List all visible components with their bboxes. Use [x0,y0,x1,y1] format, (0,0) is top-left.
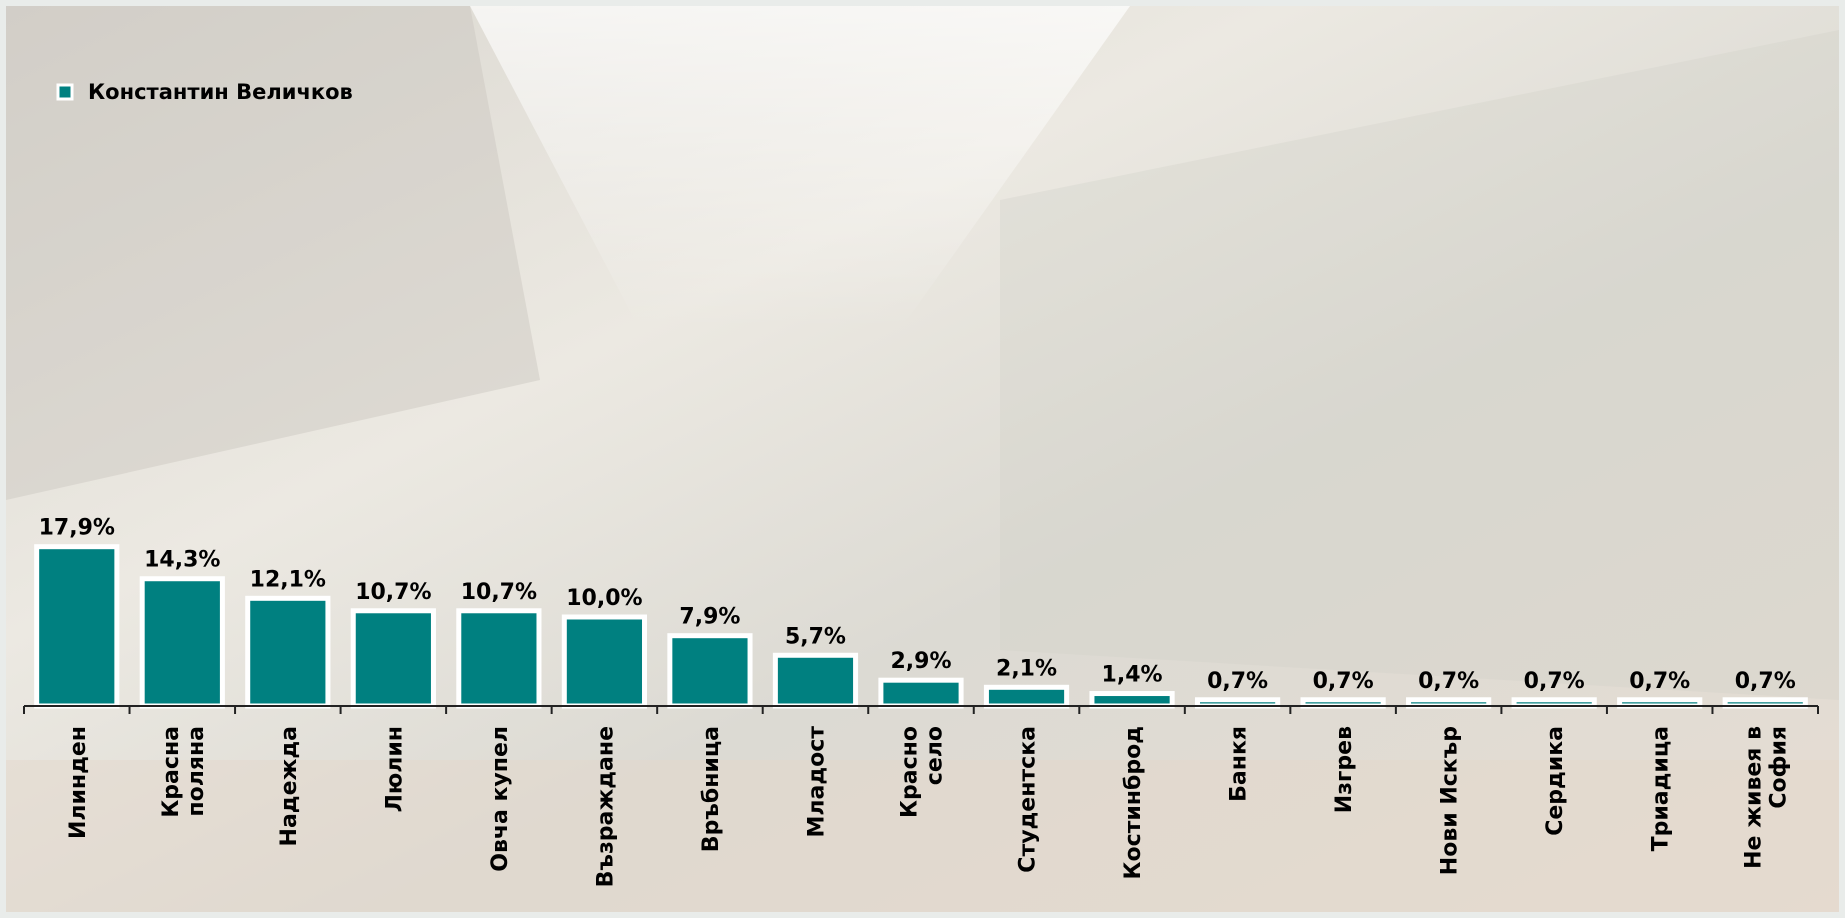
x-tick-label: Нови Искър [1438,726,1463,875]
x-tick-label-line: поляна [184,726,209,817]
x-tick-label: Илинден [66,726,91,839]
x-tick-label-line: Не живея в [1742,726,1767,869]
x-tick-label: Възраждане [593,726,618,887]
bar [561,614,648,709]
x-tick-label: Връбница [699,726,724,852]
x-tick-label: Триадица [1649,726,1674,851]
x-tick-label: Овча купел [488,726,513,872]
x-tick-label-line: София [1767,726,1792,809]
value-label: 10,7% [355,580,431,605]
x-tick-label-line: село [923,726,948,785]
legend-label: Константин Величков [88,80,353,104]
value-label: 17,9% [39,516,115,541]
value-label: 1,4% [1102,663,1163,688]
plot-area: Константин Величков 17,9% 14,3% 12,1% 10,7% 1… [23,80,1819,887]
x-tick-label-line: Красно [898,726,923,818]
x-tick-label: Краснаполяна [159,726,209,818]
x-tick-label: Не живея вСофия [1742,726,1792,869]
x-tick-label: Надежда [277,726,302,846]
x-tick-label: Банкя [1227,726,1252,802]
value-label: 2,9% [890,649,951,674]
value-label: 0,7% [1735,669,1796,694]
bar [667,633,753,709]
bar [350,608,436,709]
x-tick-label: Сердика [1543,726,1568,836]
value-label: 7,9% [679,605,740,630]
value-label: 0,7% [1629,669,1690,694]
value-label: 10,7% [461,580,537,605]
bar [139,576,225,709]
value-label: 12,1% [250,567,326,592]
value-label: 0,7% [1524,669,1585,694]
x-tick-label: Костинброд [1121,726,1146,880]
x-tick-label: Люлин [382,726,407,812]
x-tick-label: Красносело [898,726,948,818]
bar [1089,691,1175,709]
x-tick-label-line: Красна [159,726,184,818]
legend-swatch [56,83,74,101]
x-tick-label: Изгрев [1332,726,1357,813]
bar [34,544,120,709]
bar [983,684,1070,709]
bar [878,677,964,709]
x-tick-label: Студентска [1016,726,1041,873]
value-label: 0,7% [1207,669,1268,694]
value-label: 5,7% [785,624,846,649]
wall-shade [6,6,540,500]
value-label: 10,0% [566,586,642,611]
bar [245,595,331,709]
value-label: 14,3% [144,548,220,573]
value-label: 0,7% [1313,669,1374,694]
floor-shade [6,760,1839,912]
bar [456,608,542,709]
value-label: 0,7% [1418,669,1479,694]
ceiling-light [470,6,1130,330]
shelves-shade [1000,30,1839,700]
value-label: 2,1% [996,656,1057,681]
x-tick-label: Младост [804,726,829,838]
bar [772,652,859,709]
